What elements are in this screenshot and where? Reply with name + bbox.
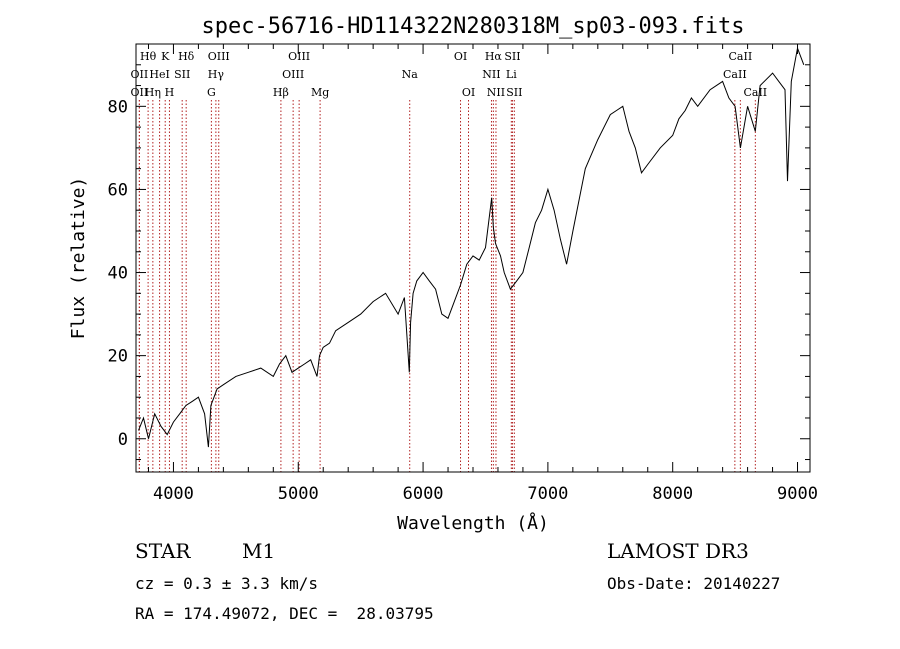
x-tick-label: 9000 bbox=[777, 484, 818, 504]
line-marker-label: CaII bbox=[743, 86, 767, 99]
chart-title: spec-56716-HD114322N280318M_sp03-093.fit… bbox=[201, 14, 744, 39]
spectrum-line bbox=[138, 46, 805, 448]
y-axis-ticks: 0 20 40 60 80 bbox=[108, 64, 810, 461]
object-subclass: M1 bbox=[242, 539, 276, 563]
redshift-cz: cz = 0.3 ± 3.3 km/s bbox=[135, 574, 319, 593]
x-tick-label: 5000 bbox=[278, 484, 319, 504]
line-marker-label: Hβ bbox=[273, 86, 289, 99]
line-marker-label: OII bbox=[131, 68, 149, 81]
y-axis-label: Flux (relative) bbox=[68, 177, 89, 340]
line-marker-label: Hα bbox=[485, 50, 503, 63]
line-marker-label: SII bbox=[504, 50, 520, 63]
line-marker-label: Mg bbox=[311, 86, 329, 99]
line-marker-label: OI bbox=[462, 86, 475, 99]
line-marker-label: SII bbox=[174, 68, 190, 81]
line-marker-label: OIII bbox=[288, 50, 310, 63]
line-marker-label: Li bbox=[506, 68, 517, 81]
x-tick-label: 4000 bbox=[153, 484, 194, 504]
spectrum-chart: spec-56716-HD114322N280318M_sp03-093.fit… bbox=[68, 14, 818, 534]
y-tick-label: 20 bbox=[108, 347, 128, 367]
line-marker-label: OIII bbox=[282, 68, 304, 81]
line-marker-label: SII bbox=[506, 86, 522, 99]
line-marker-label: NII bbox=[487, 86, 505, 99]
line-marker-label: Hθ bbox=[140, 50, 157, 63]
x-tick-label: 7000 bbox=[527, 484, 568, 504]
line-marker-label: OI bbox=[454, 50, 467, 63]
line-marker-label: K bbox=[161, 50, 170, 63]
x-axis-label: Wavelength (Å) bbox=[397, 512, 549, 534]
line-markers bbox=[138, 100, 756, 472]
plot-frame bbox=[135, 43, 811, 473]
line-marker-label: H bbox=[165, 86, 175, 99]
line-marker-labels: HθOIIOIIHηHeIKHSIIHδGHγOIIIHβOIIIOIIIMgN… bbox=[131, 50, 768, 99]
line-marker-label: NII bbox=[482, 68, 500, 81]
line-marker-label: OIII bbox=[208, 50, 230, 63]
object-class: STAR bbox=[135, 539, 191, 563]
line-marker-label: Na bbox=[402, 68, 419, 81]
x-axis-ticks: 4000 5000 6000 7000 8000 9000 bbox=[147, 44, 818, 504]
line-marker-label: G bbox=[207, 86, 216, 99]
line-marker-label: CaII bbox=[729, 50, 753, 63]
y-tick-label: 60 bbox=[108, 180, 128, 200]
x-tick-label: 6000 bbox=[403, 484, 444, 504]
line-marker-label: Hγ bbox=[208, 68, 225, 81]
coordinates: RA = 174.49072, DEC = 28.03795 bbox=[135, 604, 434, 623]
y-tick-label: 80 bbox=[108, 97, 128, 117]
y-tick-label: 0 bbox=[118, 430, 128, 450]
y-tick-label: 40 bbox=[108, 264, 128, 284]
line-marker-label: HeI bbox=[149, 68, 169, 81]
line-marker-label: OII bbox=[131, 86, 149, 99]
line-marker-label: Hδ bbox=[178, 50, 195, 63]
x-tick-label: 8000 bbox=[652, 484, 693, 504]
observation-date: Obs-Date: 20140227 bbox=[607, 574, 781, 593]
line-marker-label: CaII bbox=[723, 68, 747, 81]
survey-name: LAMOST DR3 bbox=[607, 539, 749, 563]
line-marker-label: Hη bbox=[145, 86, 161, 99]
